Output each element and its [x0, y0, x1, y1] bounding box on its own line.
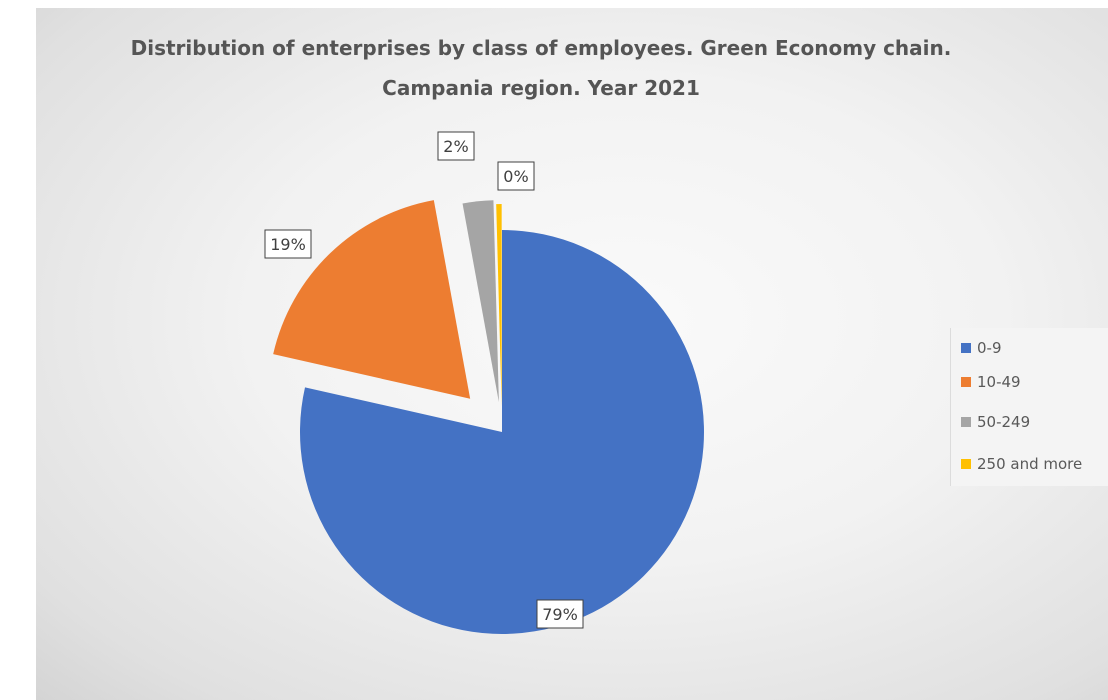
chart-title-line-2: Campania region. Year 2021 — [382, 76, 700, 100]
data-label-box-50-249 — [437, 131, 475, 161]
legend-label-50-249: 50-249 — [977, 413, 1031, 431]
data-label-box-250-and-more — [497, 161, 535, 191]
data-label-50-249: 2% — [437, 131, 475, 161]
data-label-text-0-9: 79% — [542, 605, 578, 624]
pie-slice-0-9 — [299, 230, 704, 635]
data-label-text-10-49: 19% — [270, 235, 306, 254]
legend-label-10-49: 10-49 — [977, 373, 1021, 391]
legend-swatch-0-9 — [961, 343, 971, 353]
legend-swatch-50-249 — [961, 417, 971, 427]
legend-item-0-9: 0-9 — [961, 338, 1002, 358]
legend: 0-9 10-49 50-249 250 and more — [950, 328, 1108, 486]
legend-item-10-49: 10-49 — [961, 372, 1021, 392]
legend-label-0-9: 0-9 — [977, 339, 1002, 357]
data-label-250-and-more: 0% — [497, 161, 535, 191]
data-label-box-0-9 — [536, 599, 584, 629]
pie-slice-10-49 — [273, 200, 471, 399]
data-label-text-50-249: 2% — [443, 137, 468, 156]
data-label-text-250-and-more: 0% — [503, 167, 528, 186]
legend-swatch-250-and-more — [961, 459, 971, 469]
legend-item-50-249: 50-249 — [961, 412, 1030, 432]
legend-item-250-and-more: 250 and more — [961, 454, 1082, 474]
data-label-0-9: 79% — [536, 599, 584, 629]
chart-title-line-1: Distribution of enterprises by class of … — [130, 36, 952, 60]
legend-swatch-10-49 — [961, 377, 971, 387]
legend-label-250-and-more: 250 and more — [977, 455, 1083, 473]
data-label-10-49: 19% — [264, 229, 312, 259]
data-label-box-10-49 — [264, 229, 312, 259]
pie-slice-50-249 — [462, 200, 499, 403]
pie-slice-250-and-more — [496, 204, 502, 407]
chart-title: Distribution of enterprises by class of … — [36, 28, 1046, 108]
